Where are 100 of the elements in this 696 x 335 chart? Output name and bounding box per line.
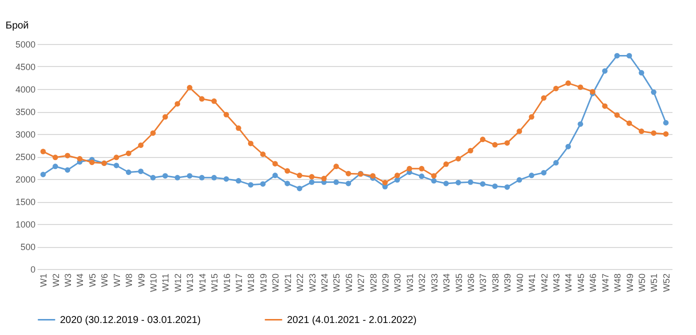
x-tick-label: W12: [172, 274, 183, 292]
point: [52, 164, 58, 170]
y-tick-label: 2500: [15, 152, 36, 162]
point: [333, 179, 339, 185]
point: [126, 150, 132, 156]
point: [199, 174, 205, 180]
point: [553, 86, 559, 92]
point: [248, 182, 254, 188]
point: [638, 70, 644, 76]
point: [236, 125, 242, 131]
point: [626, 120, 632, 126]
point: [431, 178, 437, 184]
x-tick-label: W3: [63, 274, 74, 287]
y-tick-label: 2000: [15, 174, 36, 184]
y-tick-label: 1000: [15, 220, 36, 230]
x-tick-label: W7: [112, 274, 122, 287]
x-tick-label: W15: [210, 274, 220, 292]
point: [186, 84, 192, 90]
point: [248, 140, 254, 146]
point: [186, 173, 192, 179]
y-tick-label: 4500: [15, 62, 36, 72]
x-tick-label: W11: [160, 274, 171, 292]
y-tick-label: 3500: [15, 107, 36, 117]
point: [296, 186, 302, 192]
x-tick-label: W1: [38, 274, 49, 287]
point: [260, 152, 266, 157]
x-tick-label: W28: [368, 274, 378, 292]
point: [52, 154, 58, 160]
x-tick-label: W5: [87, 274, 98, 287]
point: [64, 167, 70, 173]
point: [77, 156, 82, 162]
point: [309, 179, 314, 185]
point: [394, 172, 400, 178]
point: [565, 144, 571, 150]
point: [150, 174, 156, 180]
x-tick-label: W6: [100, 274, 110, 287]
x-tick-label: W40: [514, 274, 525, 292]
x-tick-label: W16: [222, 274, 232, 292]
legend-label: 2020 (30.12.2019 - 03.01.2021): [60, 314, 201, 326]
x-tick-label: W42: [539, 274, 550, 292]
point: [663, 131, 669, 137]
x-tick-label: W27: [356, 274, 366, 292]
point: [565, 80, 571, 86]
point: [126, 170, 132, 175]
x-tick-label: W10: [148, 274, 159, 292]
point: [40, 172, 46, 178]
x-tick-label: W13: [185, 274, 196, 292]
x-tick-label: W34: [442, 274, 452, 292]
point: [516, 177, 522, 183]
x-tick-label: W48: [612, 274, 623, 292]
point: [468, 148, 474, 154]
x-tick-label: W36: [466, 274, 476, 292]
x-tick-label: W43: [551, 274, 562, 292]
point: [602, 68, 608, 74]
point: [162, 114, 168, 120]
x-tick-label: W50: [636, 274, 647, 292]
point: [296, 172, 302, 178]
point: [114, 162, 120, 168]
point: [224, 176, 230, 182]
point: [626, 52, 632, 58]
point: [174, 174, 180, 180]
point: [541, 95, 547, 101]
x-tick-label: W19: [258, 274, 268, 292]
point: [174, 101, 180, 107]
point: [114, 154, 120, 160]
point: [382, 180, 388, 186]
x-tick-label: W47: [600, 274, 610, 292]
point: [418, 166, 424, 172]
x-tick-label: W32: [417, 274, 428, 292]
x-tick-label: W20: [270, 274, 281, 292]
y-tick-label: 5000: [15, 40, 36, 50]
point: [333, 164, 339, 170]
point: [650, 89, 656, 95]
x-tick-label: W14: [197, 274, 208, 292]
x-tick-label: W24: [319, 274, 330, 292]
x-tick-label: W29: [380, 274, 391, 292]
point: [614, 112, 620, 118]
point: [602, 103, 608, 109]
point: [211, 98, 217, 104]
point: [309, 174, 314, 180]
x-tick-label: W35: [454, 274, 464, 292]
x-tick-label: W8: [124, 274, 134, 287]
x-tick-label: W33: [429, 274, 440, 292]
x-tick-label: W44: [564, 274, 574, 292]
point: [40, 148, 46, 154]
point: [541, 170, 547, 176]
x-tick-label: W2: [50, 274, 61, 287]
x-tick-label: W21: [282, 274, 293, 292]
point: [418, 174, 424, 180]
point: [443, 161, 449, 167]
point: [150, 130, 156, 136]
point: [456, 180, 462, 186]
x-tick-label: W26: [344, 274, 354, 292]
point: [528, 172, 534, 178]
x-tick-label: W25: [332, 274, 342, 292]
x-tick-label: W37: [478, 274, 488, 292]
x-tick-label: W9: [136, 274, 146, 287]
y-axis-title: Брой: [6, 20, 29, 32]
point: [211, 174, 217, 180]
legend-label: 2021 (4.01.2021 - 2.01.2022): [287, 314, 417, 326]
